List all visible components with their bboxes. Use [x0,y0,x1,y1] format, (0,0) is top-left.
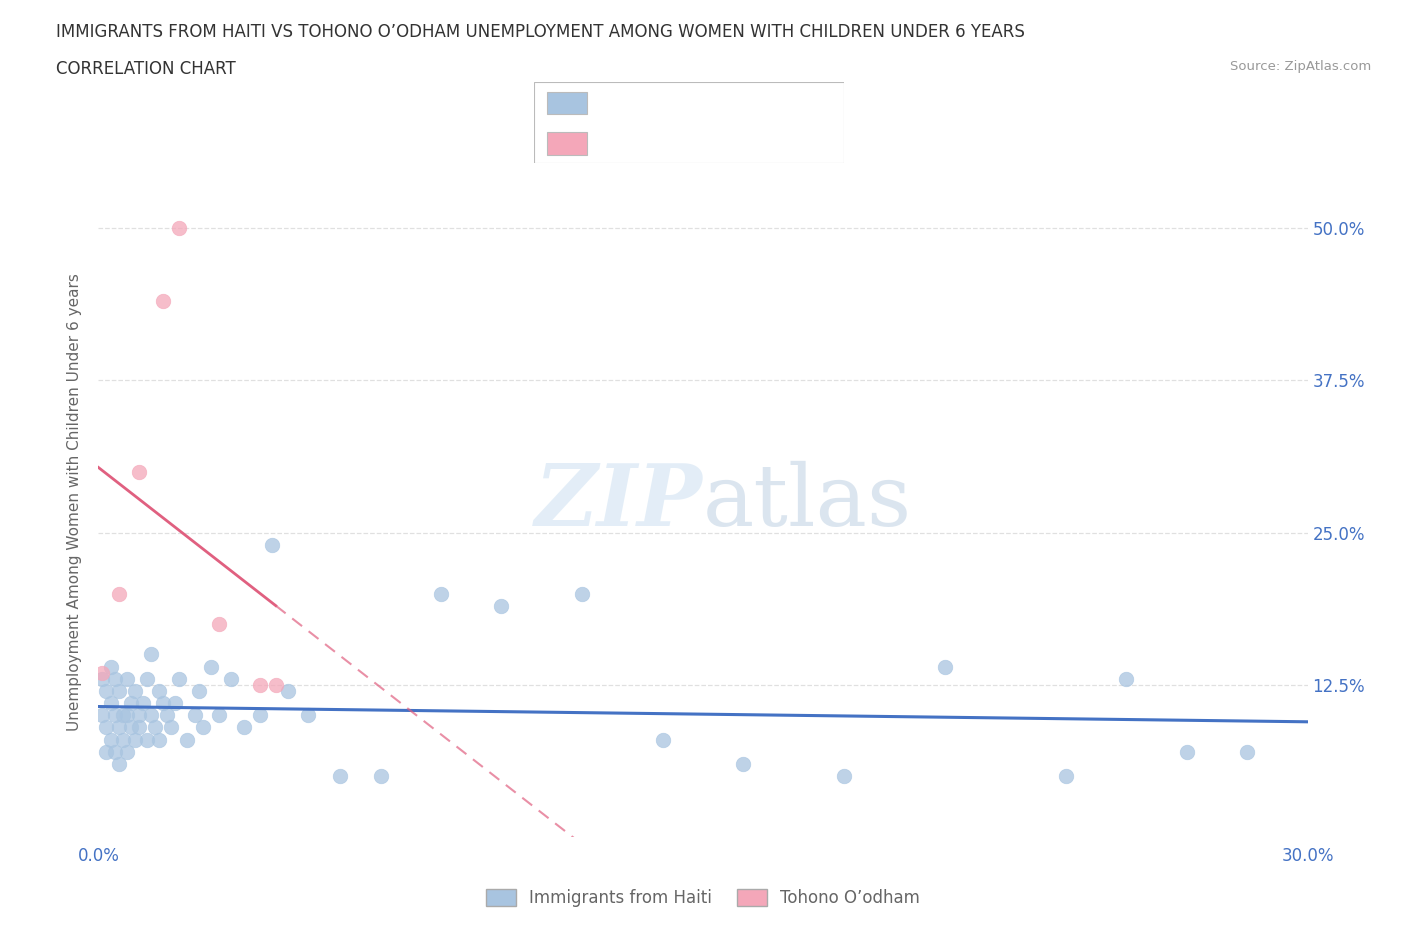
Text: N = 63: N = 63 [733,94,790,112]
Point [139,647,162,662]
Point [430,586,453,601]
Point [934,659,956,674]
Point [91,708,114,723]
Point [188,684,211,698]
Y-axis label: Unemployment Among Women with Children Under 6 years: Unemployment Among Women with Children U… [67,273,83,731]
Text: N =  8: N = 8 [733,134,785,152]
Point [96,684,118,698]
FancyBboxPatch shape [547,132,586,154]
Point [1175,744,1198,759]
Point [184,708,207,723]
Point [156,708,179,723]
Point [249,708,271,723]
Point [111,732,134,747]
Point [491,598,513,613]
Text: CORRELATION CHART: CORRELATION CHART [56,60,236,78]
Point [167,671,190,686]
Point [167,220,190,235]
Point [120,720,142,735]
Point [135,732,157,747]
Point [1115,671,1137,686]
Point [128,708,150,723]
Point [208,617,231,631]
Point [139,708,162,723]
Legend: Immigrants from Haiti, Tohono O’odham: Immigrants from Haiti, Tohono O’odham [478,881,928,916]
Point [111,708,134,723]
Point [163,696,186,711]
Point [96,720,118,735]
Point [232,720,254,735]
Point [128,720,150,735]
Text: IMMIGRANTS FROM HAITI VS TOHONO O’ODHAM UNEMPLOYMENT AMONG WOMEN WITH CHILDREN U: IMMIGRANTS FROM HAITI VS TOHONO O’ODHAM … [56,23,1025,41]
Point [103,744,125,759]
Point [128,464,150,479]
Point [277,684,299,698]
Point [107,756,129,771]
Point [152,696,174,711]
Point [200,659,222,674]
Point [249,677,271,692]
Point [120,696,142,711]
Point [1054,769,1077,784]
Point [91,665,114,680]
Text: ZIP: ZIP [536,460,703,544]
Point [124,732,146,747]
Point [107,684,129,698]
Text: Source: ZipAtlas.com: Source: ZipAtlas.com [1230,60,1371,73]
Point [103,671,125,686]
Point [264,677,287,692]
Point [176,732,198,747]
Point [1236,744,1258,759]
Point [297,708,319,723]
Point [329,769,352,784]
Point [148,684,170,698]
Point [91,671,114,686]
Text: R = -0.103: R = -0.103 [599,94,689,112]
Point [100,732,122,747]
Point [143,720,166,735]
Point [135,671,157,686]
Point [115,708,138,723]
Point [733,756,755,771]
Point [260,538,283,552]
Point [100,659,122,674]
Point [148,732,170,747]
Point [107,586,129,601]
Point [651,732,673,747]
Point [107,720,129,735]
Point [208,708,231,723]
Point [160,720,183,735]
Point [124,684,146,698]
Point [571,586,593,601]
Point [221,671,243,686]
Text: R =  0.678: R = 0.678 [599,134,688,152]
Point [152,294,174,309]
Text: atlas: atlas [703,460,912,544]
FancyBboxPatch shape [547,91,586,114]
Point [370,769,392,784]
Point [132,696,155,711]
Point [115,744,138,759]
Point [193,720,215,735]
Point [832,769,855,784]
FancyBboxPatch shape [534,82,844,163]
Point [115,671,138,686]
Point [103,708,125,723]
Point [100,696,122,711]
Point [96,744,118,759]
